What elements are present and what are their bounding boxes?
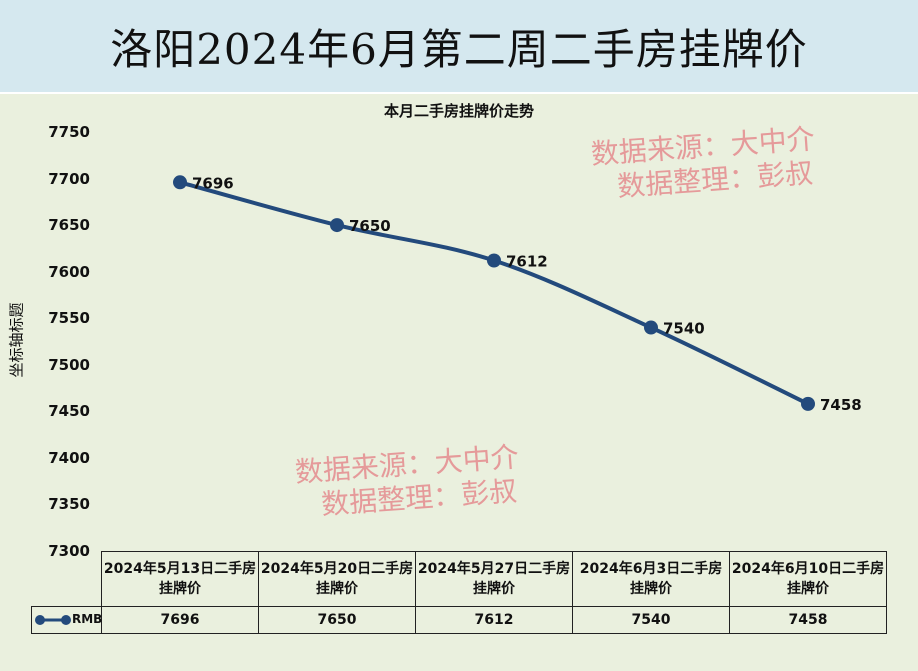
data-point [330, 218, 344, 233]
y-tick-label: 7300 [48, 542, 90, 560]
legend-line-marker [35, 615, 71, 625]
data-label: 7540 [663, 320, 705, 338]
title-banner: 洛阳2024年6月第二周二手房挂牌价 [0, 0, 918, 92]
data-point [644, 320, 658, 335]
category-cell-1: 2024年5月13日二手房挂牌价 [101, 551, 259, 607]
data-label: 7458 [820, 396, 862, 414]
category-cell-3: 2024年5月27日二手房挂牌价 [415, 551, 573, 607]
value-cell-2: 7650 [258, 606, 416, 634]
data-point [173, 175, 187, 190]
data-point [487, 253, 501, 268]
chart-title: 本月二手房挂牌价走势 [383, 102, 534, 120]
y-tick-label: 7650 [48, 216, 90, 235]
y-tick-label: 7400 [48, 448, 90, 467]
y-tick-label: 7450 [48, 402, 90, 421]
value-cell-1: 7696 [101, 606, 259, 634]
y-tick-label: 7350 [48, 495, 90, 514]
category-cell-5: 2024年6月10日二手房挂牌价 [729, 551, 887, 607]
category-cell-4: 2024年6月3日二手房挂牌价 [572, 551, 730, 607]
y-tick-label: 7600 [48, 262, 90, 281]
value-cell-5: 7458 [729, 606, 887, 634]
page-title: 洛阳2024年6月第二周二手房挂牌价 [110, 24, 808, 74]
data-label: 7612 [506, 252, 548, 270]
value-cell-3: 7612 [415, 606, 573, 634]
data-label: 7650 [349, 217, 391, 235]
data-table-corner [32, 552, 102, 607]
data-point [801, 396, 815, 411]
series-line-rmb [179, 180, 809, 406]
y-tick-label: 7700 [48, 169, 90, 188]
data-table: 2024年5月13日二手房挂牌价 2024年5月20日二手房挂牌价 2024年5… [31, 551, 887, 634]
y-tick-label: 7500 [48, 355, 90, 374]
legend-cell: RMB [31, 606, 103, 634]
y-tick-label: 7750 [48, 123, 90, 141]
value-cell-4: 7540 [572, 606, 730, 634]
y-tick-label: 7550 [48, 309, 90, 328]
category-cell-2: 2024年5月20日二手房挂牌价 [258, 551, 416, 607]
legend-label: RMB [72, 612, 103, 626]
data-label: 7696 [192, 174, 234, 192]
